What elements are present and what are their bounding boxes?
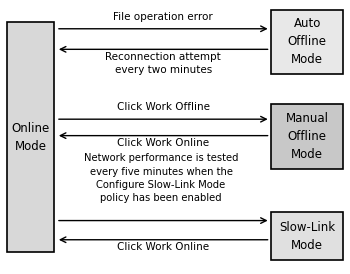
Text: Online
Mode: Online Mode bbox=[12, 121, 50, 153]
Bar bbox=[271, 10, 343, 74]
Text: Click Work Offline: Click Work Offline bbox=[117, 102, 210, 112]
Text: File operation error: File operation error bbox=[113, 12, 213, 22]
Bar bbox=[7, 22, 54, 252]
Bar bbox=[271, 104, 343, 169]
Text: Click Work Online: Click Work Online bbox=[117, 242, 209, 252]
Text: Click Work Online: Click Work Online bbox=[117, 138, 209, 148]
Text: Manual
Offline
Mode: Manual Offline Mode bbox=[286, 112, 329, 161]
Text: Slow-Link
Mode: Slow-Link Mode bbox=[279, 221, 335, 252]
Text: Reconnection attempt
every two minutes: Reconnection attempt every two minutes bbox=[105, 52, 221, 75]
Text: Auto
Offline
Mode: Auto Offline Mode bbox=[288, 17, 327, 66]
Text: Network performance is tested
every five minutes when the
Configure Slow-Link Mo: Network performance is tested every five… bbox=[84, 153, 238, 203]
Bar bbox=[271, 212, 343, 260]
